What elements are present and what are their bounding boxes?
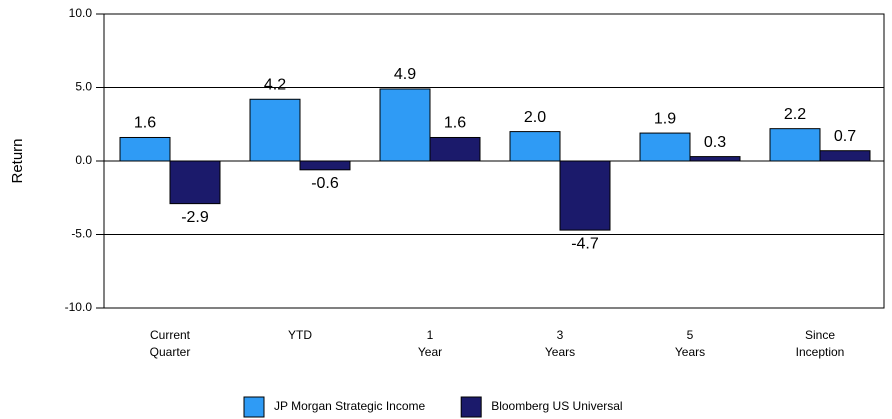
value-label: 1.9 [654,110,676,127]
value-label: 2.0 [524,109,546,126]
x-tick-label: Year [418,345,442,359]
bar [639,132,691,162]
x-tick-label: 3 [557,328,564,342]
legend-swatch [460,396,482,418]
bar [249,98,301,162]
x-tick-label: 5 [687,328,694,342]
x-tick-label: Inception [796,345,845,359]
legend-swatch [243,396,265,418]
value-label: 0.7 [834,128,856,145]
x-tick-label: Years [545,345,575,359]
bar [299,160,351,171]
x-tick-label: YTD [288,328,312,342]
bar [169,160,221,205]
bar [119,136,171,162]
y-tick-label: 10.0 [69,6,93,20]
legend-label: Bloomberg US Universal [491,399,622,413]
y-tick-label: -5.0 [71,227,92,241]
x-tick-label: Since [805,328,835,342]
value-label: 1.6 [134,115,156,132]
bar [819,150,871,162]
bar [379,88,431,162]
bar [429,136,481,162]
y-axis-title: Return [9,138,26,183]
x-tick-label: Quarter [150,345,191,359]
x-tick-label: Years [675,345,705,359]
value-label: -2.9 [181,209,209,226]
value-label: 1.6 [444,115,466,132]
y-tick-label: 5.0 [75,80,92,94]
value-label: -4.7 [571,235,599,252]
bar [559,160,611,231]
bar [509,131,561,162]
value-label: 4.2 [264,76,286,93]
bar [689,156,741,162]
value-label: 2.2 [784,106,806,123]
y-tick-label: 0.0 [75,153,92,167]
value-label: 0.3 [704,134,726,151]
y-tick-label: -10.0 [65,300,93,314]
value-label: -0.6 [311,175,339,192]
value-label: 4.9 [394,66,416,83]
x-tick-label: 1 [427,328,434,342]
x-tick-label: Current [150,328,191,342]
legend-label: JP Morgan Strategic Income [274,399,426,413]
bar [769,128,821,162]
